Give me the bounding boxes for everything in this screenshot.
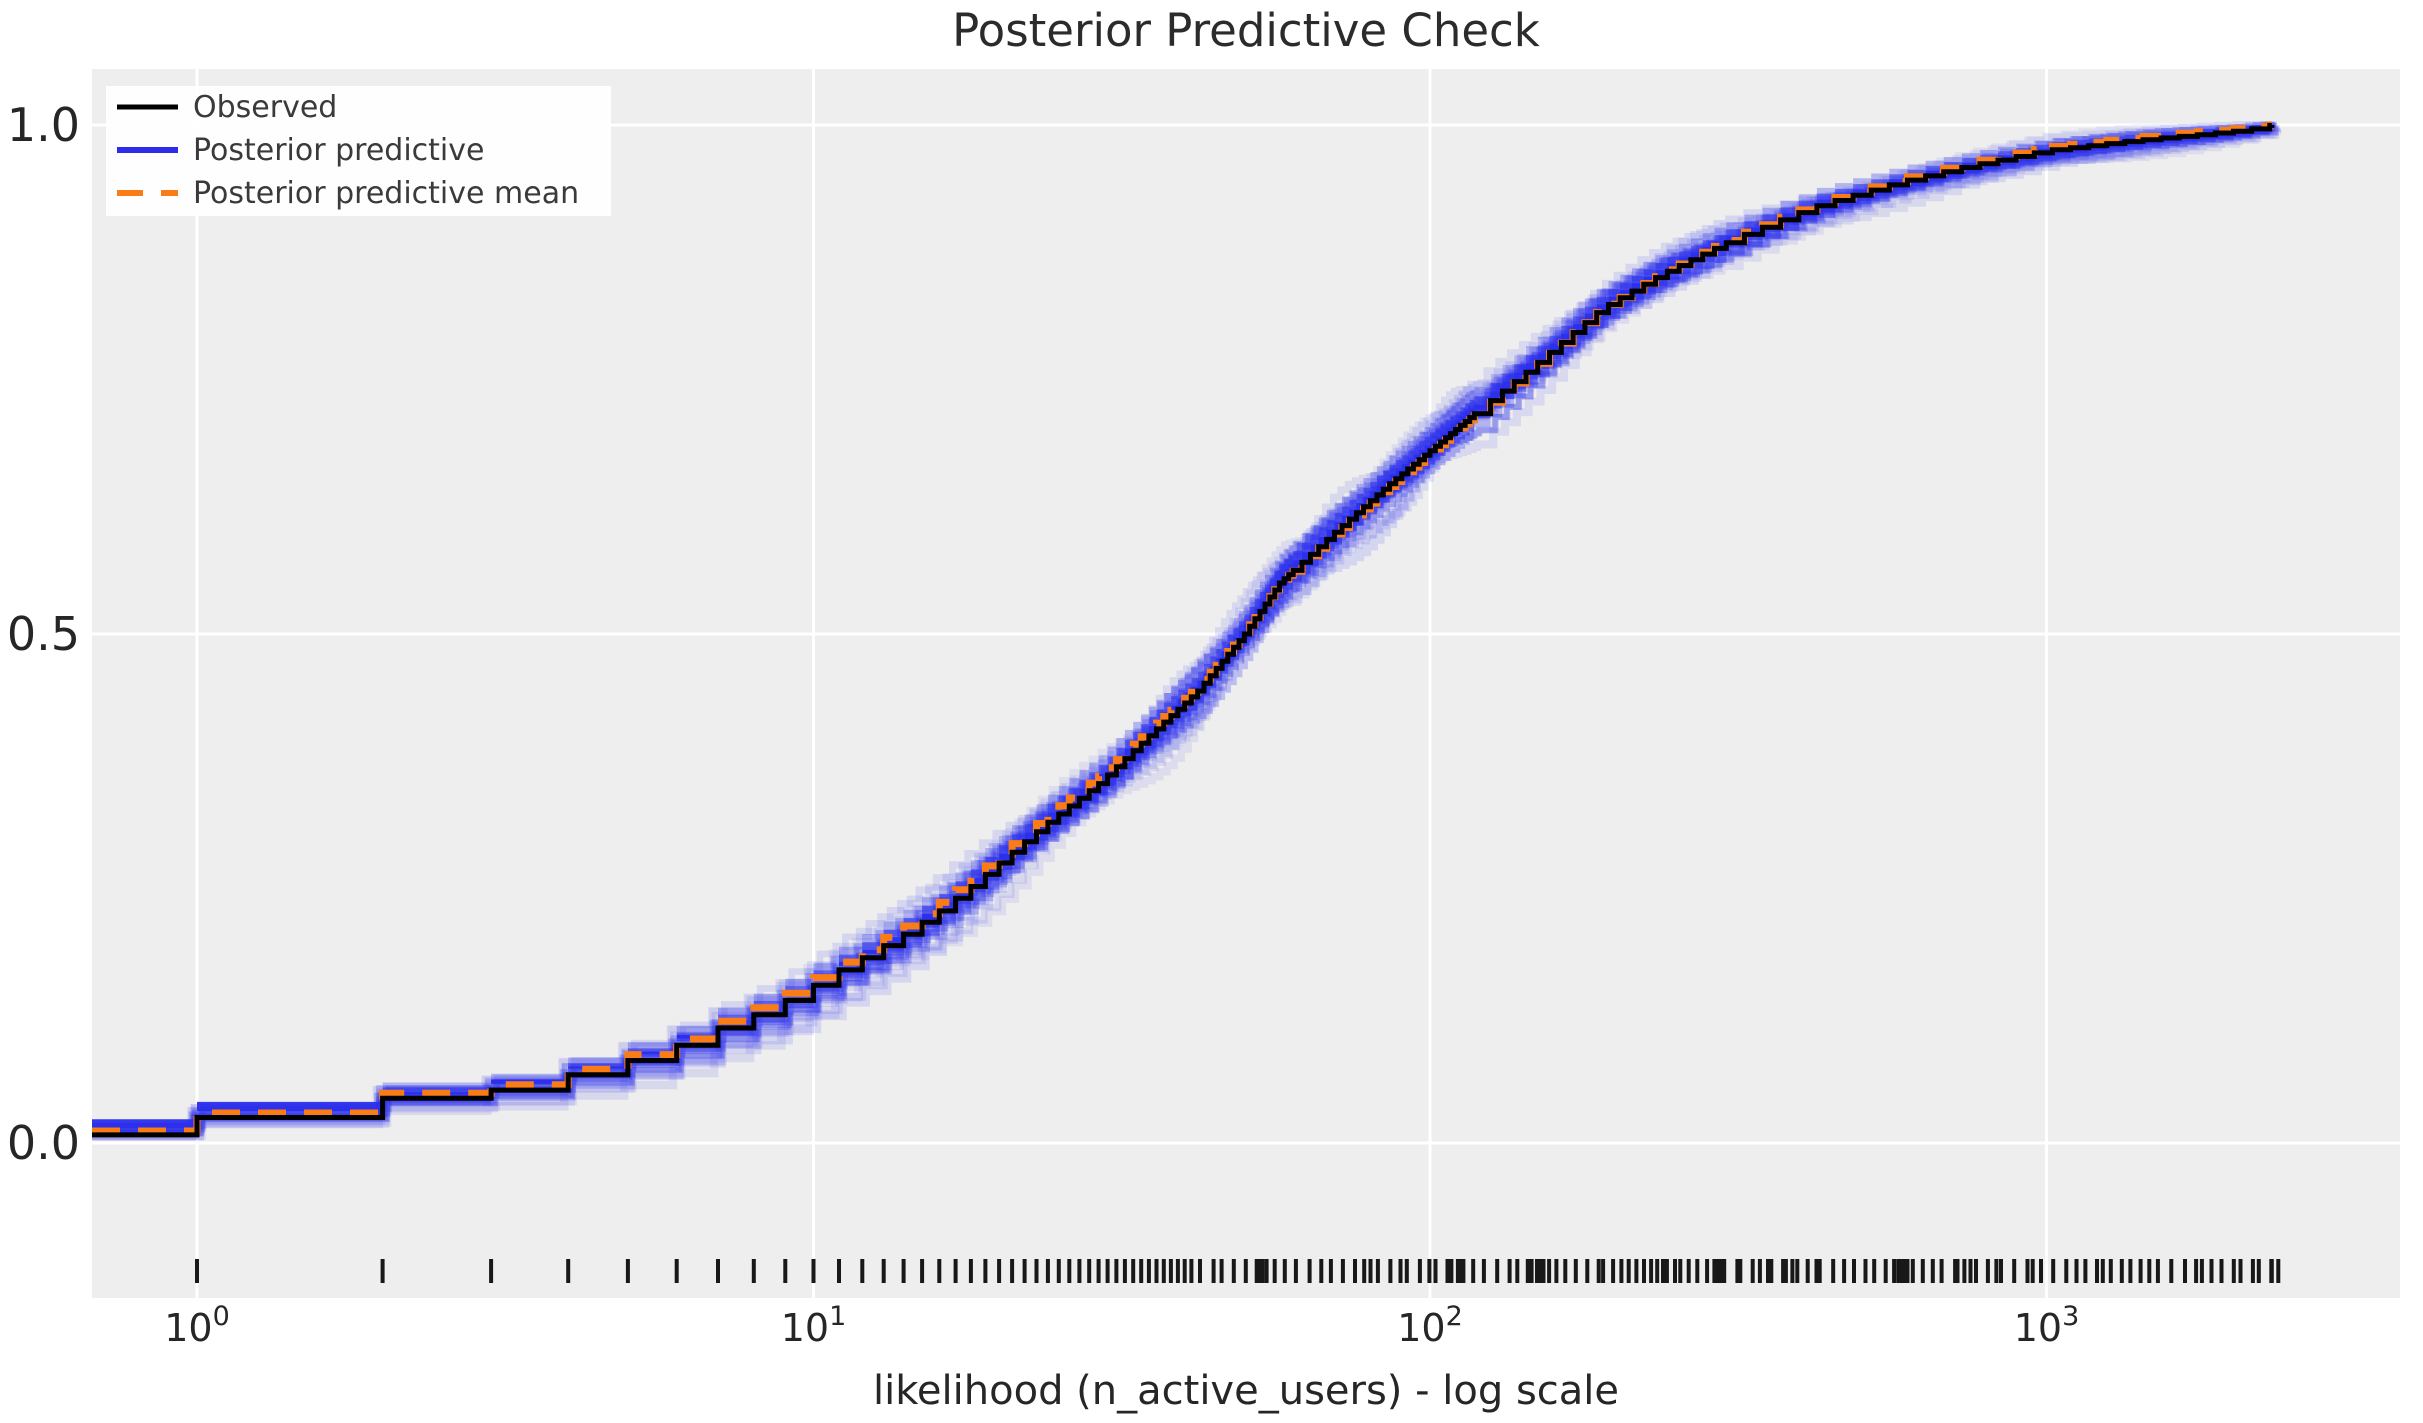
y-tick-label-0.5: 0.5 xyxy=(7,607,80,661)
legend-label-posterior-predictive: Posterior predictive xyxy=(193,133,484,168)
band-curve xyxy=(92,124,2273,1136)
band-fringe-curve xyxy=(92,123,2275,1140)
legend: Observed Posterior predictive Posterior … xyxy=(106,86,611,216)
plot-area xyxy=(92,120,2282,1283)
x-tick-label: 103 xyxy=(2014,1301,2080,1350)
band-curve xyxy=(92,126,2281,1130)
band-curve xyxy=(92,122,2271,1132)
x-tick-labels: 100 101 102 103 xyxy=(164,1301,2079,1350)
y-tick-label-0.0: 0.0 xyxy=(7,1116,80,1170)
legend-background xyxy=(106,86,611,216)
legend-label-observed: Observed xyxy=(193,90,337,125)
y-tick-label-1.0: 1.0 xyxy=(7,98,80,152)
rug-ticks-path xyxy=(195,1259,2281,1283)
observed-ecdf-path xyxy=(92,122,2275,1138)
rug-marks xyxy=(195,1259,2281,1283)
observed-ecdf-curve xyxy=(92,122,2275,1138)
page-title: Posterior Predictive Check xyxy=(952,4,1540,57)
x-axis-label: likelihood (n_active_users) - log scale xyxy=(873,1368,1619,1414)
legend-label-posterior-predictive-mean: Posterior predictive mean xyxy=(193,176,579,211)
